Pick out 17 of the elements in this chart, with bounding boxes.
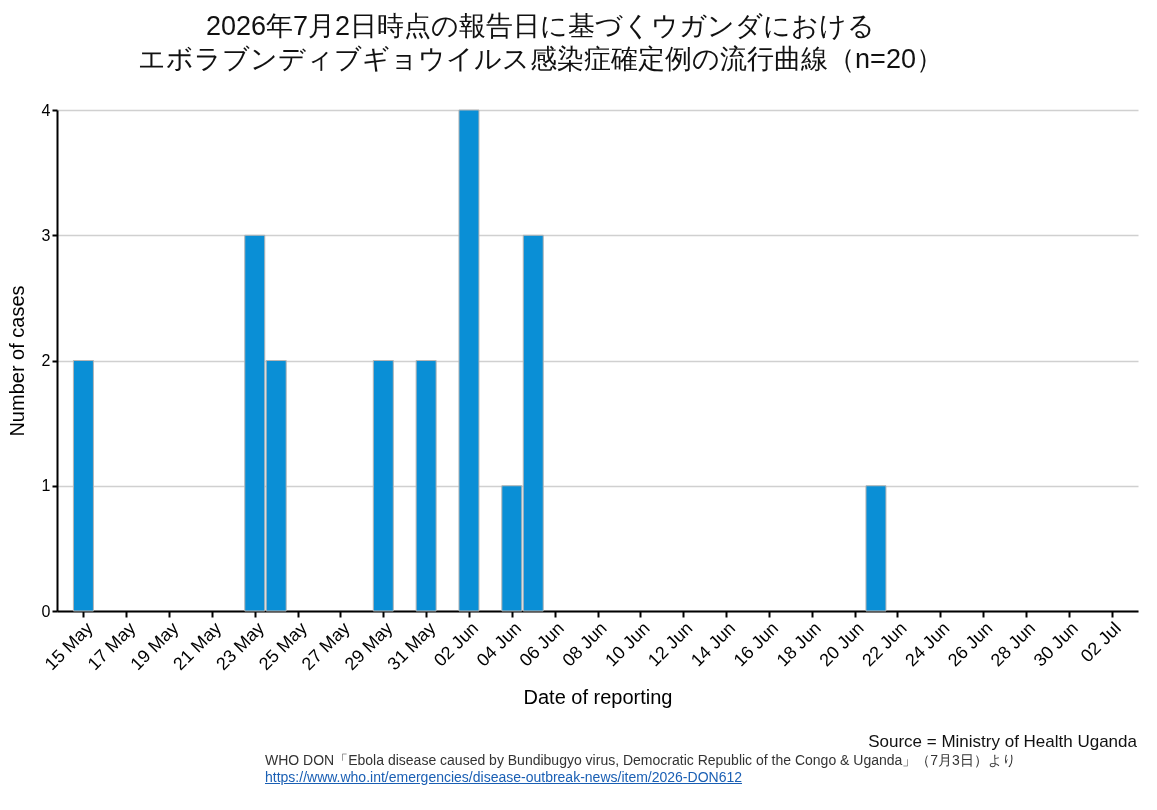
source-note: Source = Ministry of Health Uganda [867, 732, 1137, 752]
y-tick-label: 2 [41, 352, 51, 369]
bar [72, 360, 94, 612]
y-tick-label: 4 [41, 101, 51, 119]
bar [372, 360, 394, 612]
text: WHO DON「Ebola disease caused by Bundibugyo virus, Democratic Republic of the Congo & Uganda」（7月3日）より [265, 752, 1017, 769]
bar [415, 360, 437, 612]
y-axis-title: Number of cases [5, 285, 28, 437]
chart-subtitle: エボラブンディブギョウイルス感染症確定例の流行曲線（n=20） [138, 44, 943, 74]
y-tick-label: 1 [41, 477, 51, 495]
y-tick-label: 0 [41, 602, 51, 620]
x-axis-title: Date of reporting [523, 685, 673, 708]
bar [865, 485, 887, 612]
y-tick-label: 3 [41, 226, 51, 244]
chart-title: 2026年7月2日時点の報告日に基づくウガンダにおける [205, 11, 876, 41]
bar [458, 109, 480, 612]
text: https://www.who.int/emergencies/disease-outbreak-news/item/2026-DON612 [265, 769, 743, 785]
